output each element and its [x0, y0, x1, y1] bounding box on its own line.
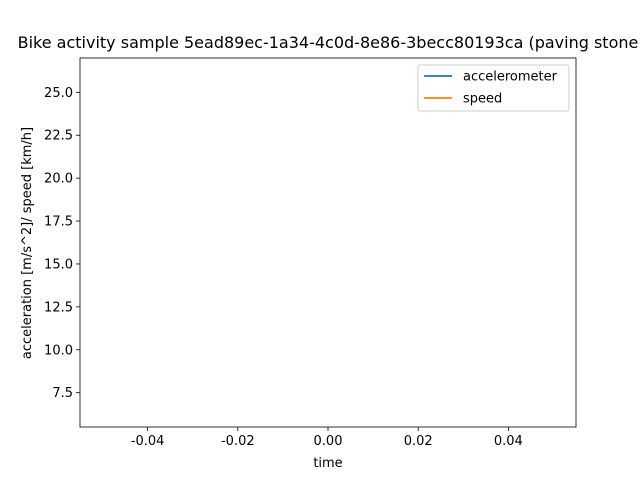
y-tick-label: 25.0: [44, 86, 73, 101]
x-tick-label: 0.00: [314, 434, 343, 449]
y-tick-label: 12.5: [44, 300, 73, 315]
y-axis: 7.5 10.0 12.5 15.0 17.5 20.0 22.5 25.0: [44, 86, 80, 401]
legend-label-speed: speed: [463, 92, 502, 107]
y-tick-label: 15.0: [44, 257, 73, 272]
y-tick-label: 17.5: [44, 215, 73, 230]
y-tick-label: 10.0: [44, 343, 73, 358]
x-tick-label: 0.02: [404, 434, 433, 449]
x-tick-label: 0.04: [494, 434, 523, 449]
y-tick-label: 7.5: [52, 386, 73, 401]
x-axis: -0.04 -0.02 0.00 0.02 0.04: [131, 427, 523, 449]
x-axis-label: time: [313, 456, 342, 471]
legend: accelerometer speed: [417, 64, 570, 112]
legend-box: [417, 64, 570, 112]
plot-area: [79, 57, 577, 428]
x-tick-label: -0.04: [131, 434, 165, 449]
legend-label-accelerometer: accelerometer: [463, 70, 558, 85]
x-tick-label: -0.02: [221, 434, 255, 449]
y-tick-label: 20.0: [44, 172, 73, 187]
chart-title: Bike activity sample 5ead89ec-1a34-4c0d-…: [18, 33, 639, 52]
y-tick-label: 22.5: [44, 129, 73, 144]
y-axis-label: acceleration [m/s^2]/ speed [km/h]: [20, 127, 35, 359]
